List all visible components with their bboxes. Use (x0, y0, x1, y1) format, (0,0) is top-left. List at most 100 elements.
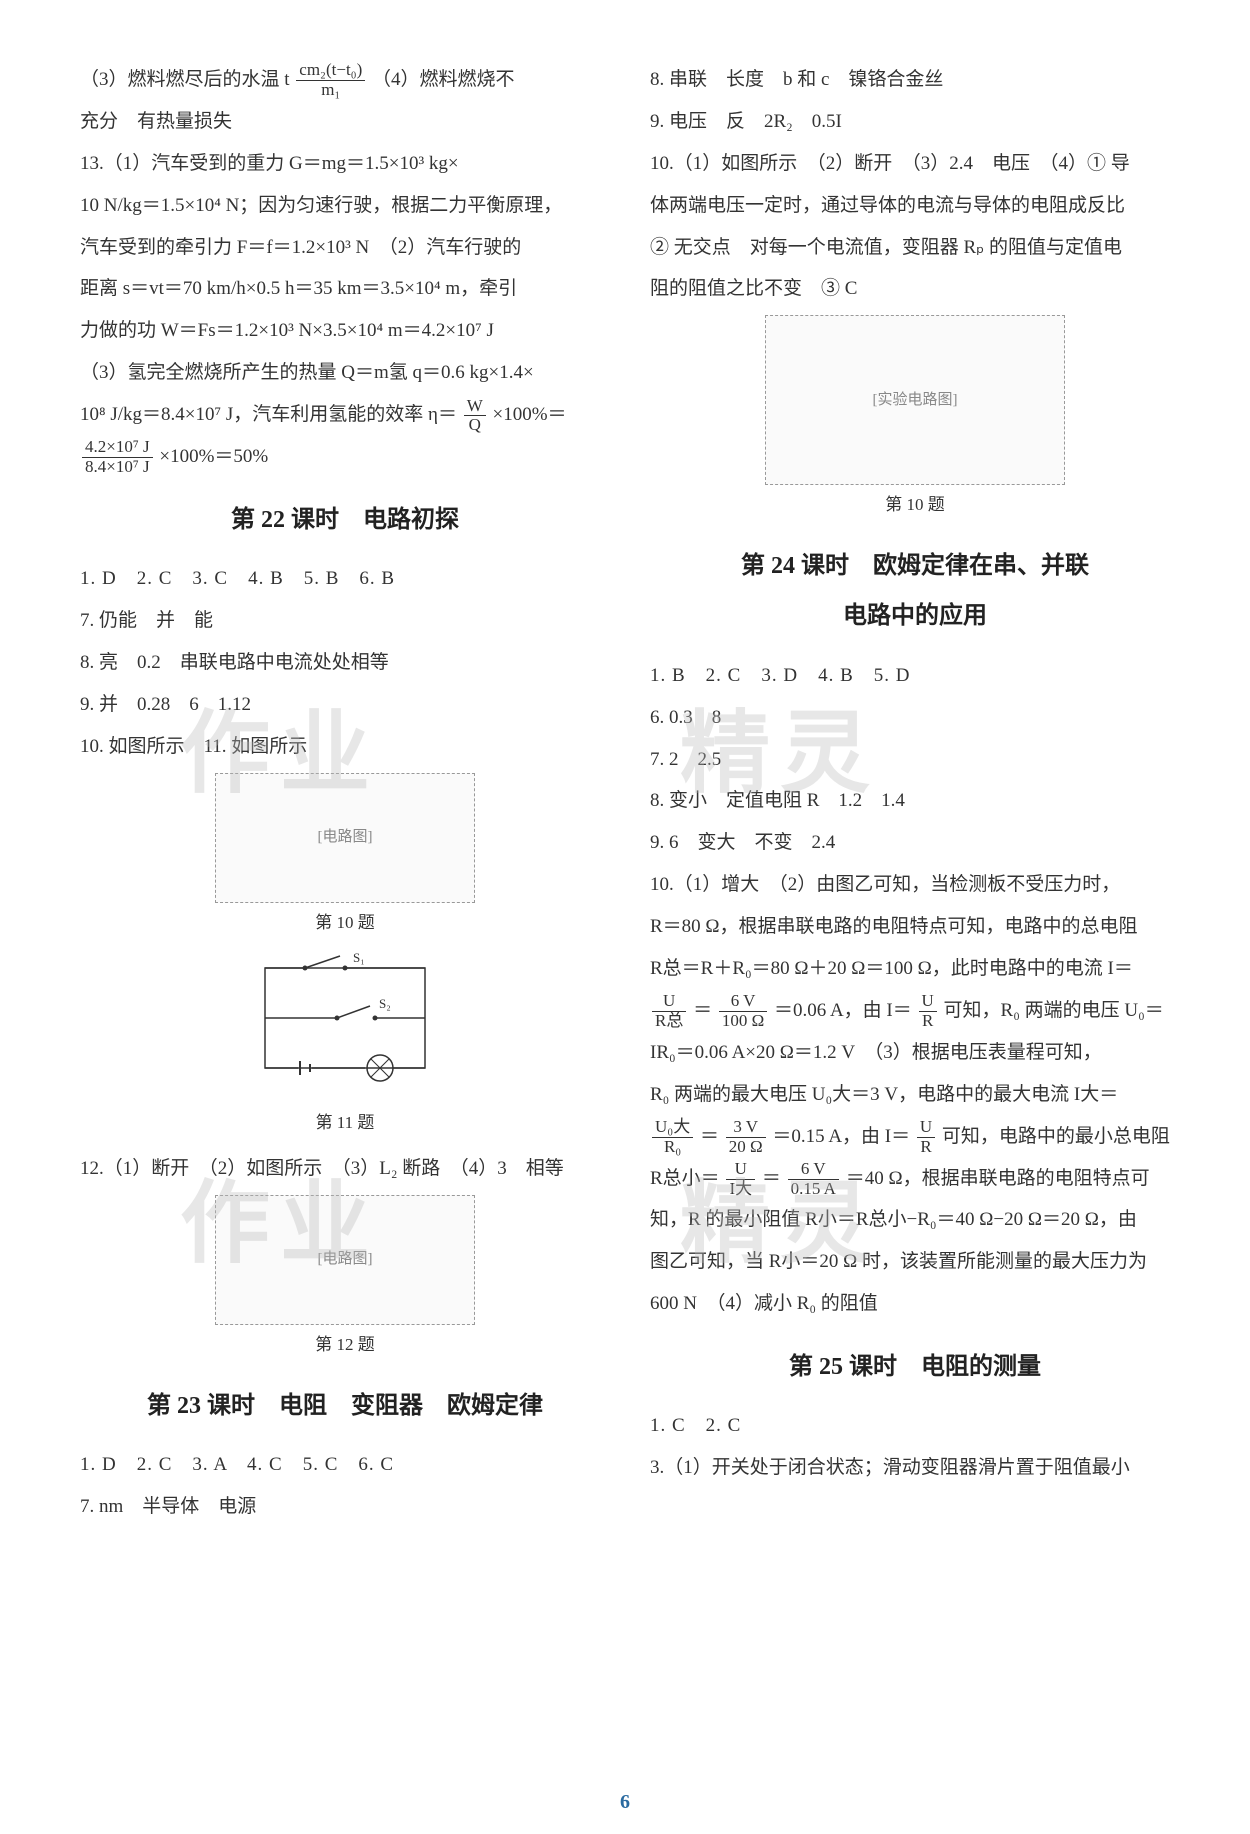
text-line: 汽车受到的牵引力 F＝f＝1.2×10³ N （2）汽车行驶的 (80, 228, 610, 268)
text-line: 600 N （4）减小 R₀ 的阻值 (650, 1284, 1180, 1324)
fraction: W Q (464, 397, 486, 435)
text-line: 8. 变小 定值电阻 R 1.2 1.4 (650, 781, 1180, 821)
text-line: 8. 串联 长度 b 和 c 镍铬合金丝 (650, 60, 1180, 100)
text-line: 12.（1）断开 （2）如图所示 （3）L₂ 断路 （4）3 相等 (80, 1149, 610, 1189)
frac-num: W (464, 397, 486, 417)
text-line: 4.2×10⁷ J 8.4×10⁷ J ×100%＝50% (80, 437, 610, 477)
text-line: 知，R 的最小阻值 R小＝R总小−R₀＝40 Ω−20 Ω＝20 Ω，由 (650, 1200, 1180, 1240)
figure-10-caption: 第 10 题 (80, 905, 610, 941)
text-line: U₀大 R₀ ＝ 3 V 20 Ω ＝0.15 A，由 I＝ U R 可知，电路… (650, 1117, 1180, 1157)
text-line: R＝80 Ω，根据串联电路的电阻特点可知，电路中的总电阻 (650, 907, 1180, 947)
text-line: 13.（1）汽车受到的重力 G＝mg＝1.5×10³ kg× (80, 144, 610, 184)
text-line: 7. nm 半导体 电源 (80, 1487, 610, 1527)
q-text: ＝0.06 A，由 I＝ (774, 1000, 912, 1021)
text-line: 体两端电压一定时，通过导体的电流与导体的电阻成反比 (650, 186, 1180, 226)
frac-num: U (726, 1160, 755, 1180)
text-line: R总小＝ U I大 ＝ 6 V 0.15 A ＝40 Ω，根据串联电路的电阻特点… (650, 1159, 1180, 1199)
q-text: 可知，电路中的最小总电阻 (942, 1126, 1170, 1147)
switch-s2-label: S₂ (379, 996, 391, 1011)
text-line: 距离 s＝vt＝70 km/h×0.5 h＝35 km＝3.5×10⁴ m，牵引 (80, 269, 610, 309)
frac-den: R总 (652, 1012, 686, 1031)
text-line: 8. 亮 0.2 串联电路中电流处处相等 (80, 643, 610, 683)
fraction: 6 V 0.15 A (788, 1160, 839, 1198)
figure-r10-caption: 第 10 题 (650, 487, 1180, 523)
two-column-layout: （3）燃料燃尽后的水温 t cm₂(t−t₀) m₁ （4）燃料燃烧不 充分 有… (80, 60, 1180, 1760)
mc-answers: 1. D 2. C 3. A 4. C 5. C 6. C (80, 1445, 610, 1485)
text-line: 9. 电压 反 2R₂ 0.5I (650, 102, 1180, 142)
text-line: R₀ 两端的最大电压 U₀大＝3 V，电路中的最大电流 I大＝ (650, 1075, 1180, 1115)
frac-den: m₁ (296, 81, 365, 100)
page-number: 6 (0, 1791, 1250, 1814)
frac-den: Q (464, 416, 486, 435)
frac-num: 6 V (719, 992, 767, 1012)
text-line: 充分 有热量损失 (80, 102, 610, 142)
text-line: 10⁸ J/kg＝8.4×10⁷ J，汽车利用氢能的效率 η＝ W Q ×100… (80, 395, 610, 435)
frac-num: 4.2×10⁷ J (82, 438, 153, 458)
q-text: ＝ (762, 1168, 781, 1189)
text-line: 3.（1）开关处于闭合状态；滑动变阻器滑片置于阻值最小 (650, 1448, 1180, 1488)
frac-num: U (652, 992, 686, 1012)
text-line: U R总 ＝ 6 V 100 Ω ＝0.06 A，由 I＝ U R 可知，R₀ … (650, 991, 1180, 1031)
frac-den: 100 Ω (719, 1012, 767, 1031)
text-line: 6. 0.3 8 (650, 698, 1180, 738)
frac-den: R (919, 1012, 937, 1031)
figure-10-placeholder: [电路图] (215, 773, 475, 903)
text-line: 阻的阻值之比不变 ③ C (650, 269, 1180, 309)
section-title-25: 第 25 课时 电阻的测量 (650, 1342, 1180, 1392)
text-line: 图乙可知，当 R小＝20 Ω 时，该装置所能测量的最大压力为 (650, 1242, 1180, 1282)
q-text: R总小＝ (650, 1168, 720, 1189)
fraction: 3 V 20 Ω (726, 1118, 766, 1156)
text-line: 9. 并 0.28 6 1.12 (80, 685, 610, 725)
q-text: ×100%＝50% (159, 446, 268, 467)
text-line: R总＝R＋R₀＝80 Ω＋20 Ω＝100 Ω，此时电路中的电流 I＝ (650, 949, 1180, 989)
text-line: 10.（1）如图所示 （2）断开 （3）2.4 电压 （4）① 导 (650, 144, 1180, 184)
section-title-24a: 第 24 课时 欧姆定律在串、并联 (650, 541, 1180, 591)
q-text: ＝40 Ω，根据串联电路的电阻特点可 (846, 1168, 1150, 1189)
frac-den: 20 Ω (726, 1138, 766, 1157)
frac-num: U (919, 992, 937, 1012)
text-line: 10. 如图所示 11. 如图所示 (80, 727, 610, 767)
fraction: 4.2×10⁷ J 8.4×10⁷ J (82, 438, 153, 476)
text-line: 7. 仍能 并 能 (80, 601, 610, 641)
switch-s1-label: S₁ (353, 950, 365, 965)
q-text: ＝ (693, 1000, 712, 1021)
q-text: ＝0.15 A，由 I＝ (772, 1126, 910, 1147)
fraction: U R总 (652, 992, 686, 1030)
frac-den: I大 (726, 1180, 755, 1199)
mc-answers: 1. C 2. C (650, 1406, 1180, 1446)
left-column: （3）燃料燃尽后的水温 t cm₂(t−t₀) m₁ （4）燃料燃烧不 充分 有… (80, 60, 610, 1760)
q-text: ＝ (700, 1126, 719, 1147)
frac-den: R₀ (652, 1138, 693, 1157)
frac-num: U₀大 (652, 1118, 693, 1138)
figure-11-caption: 第 11 题 (80, 1105, 610, 1141)
text-line: （3）氢完全燃烧所产生的热量 Q＝m氢 q＝0.6 kg×1.4× (80, 353, 610, 393)
text-line: （3）燃料燃尽后的水温 t cm₂(t−t₀) m₁ （4）燃料燃烧不 (80, 60, 610, 100)
mc-answers: 1. D 2. C 3. C 4. B 5. B 6. B (80, 559, 610, 599)
text-line: 力做的功 W＝Fs＝1.2×10³ N×3.5×10⁴ m＝4.2×10⁷ J (80, 311, 610, 351)
section-title-22: 第 22 课时 电路初探 (80, 495, 610, 545)
text-line: 7. 2 2.5 (650, 740, 1180, 780)
figure-r10-placeholder: [实验电路图] (765, 315, 1065, 485)
fraction: 6 V 100 Ω (719, 992, 767, 1030)
fraction: U R (919, 992, 937, 1030)
frac-num: 6 V (788, 1160, 839, 1180)
fraction: U R (917, 1118, 935, 1156)
figure-11-circuit: S₁ S₂ (245, 948, 445, 1103)
figure-12-placeholder: [电路图] (215, 1195, 475, 1325)
fraction: U I大 (726, 1160, 755, 1198)
section-title-24b: 电路中的应用 (650, 591, 1180, 641)
fraction: cm₂(t−t₀) m₁ (296, 61, 365, 99)
q-text: 10⁸ J/kg＝8.4×10⁷ J，汽车利用氢能的效率 η＝ (80, 404, 457, 425)
q-text: （3）燃料燃尽后的水温 t (80, 69, 290, 90)
q-text: ×100%＝ (493, 404, 567, 425)
q-text: 可知，R₀ 两端的电压 U₀＝ (944, 1000, 1164, 1021)
q-text: （4）燃料燃烧不 (372, 69, 515, 90)
text-line: IR₀＝0.06 A×20 Ω＝1.2 V （3）根据电压表量程可知， (650, 1033, 1180, 1073)
right-column: 8. 串联 长度 b 和 c 镍铬合金丝 9. 电压 反 2R₂ 0.5I 10… (650, 60, 1180, 1760)
frac-den: 0.15 A (788, 1180, 839, 1199)
text-line: ② 无交点 对每一个电流值，变阻器 Rₚ 的阻值与定值电 (650, 228, 1180, 268)
text-line: 10.（1）增大 （2）由图乙可知，当检测板不受压力时， (650, 865, 1180, 905)
figure-12-caption: 第 12 题 (80, 1327, 610, 1363)
circuit-svg: S₁ S₂ (245, 948, 445, 1088)
frac-num: U (917, 1118, 935, 1138)
